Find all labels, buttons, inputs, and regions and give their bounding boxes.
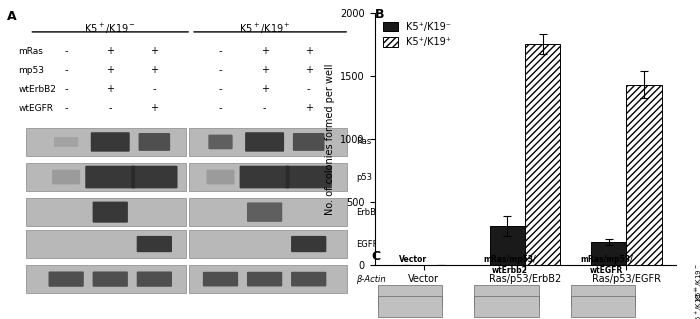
Text: -: - [218, 46, 223, 56]
Bar [591, 242, 626, 265]
FancyBboxPatch shape [54, 137, 78, 147]
Text: -: - [153, 84, 156, 94]
Text: K5$^+$/K19$^-$: K5$^+$/K19$^-$ [84, 22, 136, 36]
FancyBboxPatch shape [48, 271, 84, 287]
FancyBboxPatch shape [189, 265, 347, 293]
Text: +: + [150, 65, 158, 75]
FancyBboxPatch shape [131, 166, 178, 188]
Text: mRas/mp53/
wtErbb2: mRas/mp53/ wtErbb2 [484, 255, 536, 275]
Text: +: + [106, 65, 114, 75]
Text: β-Actin: β-Actin [356, 275, 386, 284]
FancyBboxPatch shape [239, 166, 290, 188]
FancyBboxPatch shape [247, 203, 282, 222]
FancyBboxPatch shape [291, 272, 326, 286]
Text: EGFR: EGFR [356, 240, 379, 249]
Text: -: - [218, 84, 223, 94]
FancyBboxPatch shape [85, 166, 135, 188]
Text: -: - [108, 103, 112, 114]
Text: B: B [374, 8, 384, 21]
FancyBboxPatch shape [52, 170, 80, 184]
FancyBboxPatch shape [189, 230, 347, 258]
Bar [626, 85, 662, 265]
Text: +: + [304, 65, 313, 75]
Text: K5$^+$/K19$^+$: K5$^+$/K19$^+$ [239, 22, 290, 36]
FancyBboxPatch shape [139, 133, 170, 151]
FancyBboxPatch shape [571, 285, 636, 306]
FancyBboxPatch shape [378, 296, 442, 317]
FancyBboxPatch shape [203, 272, 238, 286]
Text: K5$^+$/K19$^-$: K5$^+$/K19$^-$ [693, 263, 700, 301]
Text: -: - [64, 84, 68, 94]
FancyBboxPatch shape [378, 285, 442, 306]
FancyBboxPatch shape [26, 128, 186, 156]
Text: +: + [304, 103, 313, 114]
Text: wtErbB2: wtErbB2 [18, 85, 56, 94]
FancyBboxPatch shape [189, 163, 347, 191]
Text: +: + [304, 46, 313, 56]
Text: Ras: Ras [356, 137, 372, 146]
FancyBboxPatch shape [26, 265, 186, 293]
Text: -: - [64, 46, 68, 56]
Text: K5$^+$/K19$^+$: K5$^+$/K19$^+$ [693, 287, 700, 319]
Text: Vector: Vector [399, 255, 427, 264]
Text: mp53: mp53 [18, 66, 44, 75]
Bar [525, 44, 561, 265]
Text: +: + [260, 65, 269, 75]
FancyBboxPatch shape [26, 198, 186, 226]
FancyBboxPatch shape [475, 285, 539, 306]
FancyBboxPatch shape [92, 202, 128, 223]
Legend: K5⁺/K19⁻, K5⁺/K19⁺: K5⁺/K19⁻, K5⁺/K19⁺ [379, 18, 454, 51]
FancyBboxPatch shape [92, 271, 128, 287]
FancyBboxPatch shape [571, 296, 636, 317]
Text: +: + [150, 103, 158, 114]
Text: wtEGFR: wtEGFR [18, 104, 53, 113]
FancyBboxPatch shape [245, 132, 284, 152]
FancyBboxPatch shape [291, 236, 326, 252]
Text: -: - [64, 65, 68, 75]
FancyBboxPatch shape [136, 271, 172, 287]
Text: -: - [218, 103, 223, 114]
FancyBboxPatch shape [26, 230, 186, 258]
Text: -: - [64, 103, 68, 114]
Text: +: + [150, 46, 158, 56]
FancyBboxPatch shape [209, 135, 232, 149]
Text: -: - [218, 65, 223, 75]
FancyBboxPatch shape [26, 163, 186, 191]
Text: mRas/mp53/
wtEGFR: mRas/mp53/ wtEGFR [580, 255, 633, 275]
FancyBboxPatch shape [247, 272, 282, 286]
Text: +: + [260, 84, 269, 94]
FancyBboxPatch shape [206, 170, 235, 184]
FancyBboxPatch shape [91, 132, 130, 152]
Text: -: - [262, 103, 266, 114]
Text: mRas: mRas [18, 47, 43, 56]
Text: C: C [371, 250, 380, 263]
Text: +: + [260, 46, 269, 56]
FancyBboxPatch shape [286, 166, 332, 188]
FancyBboxPatch shape [189, 198, 347, 226]
Y-axis label: No. of colonies formed per well: No. of colonies formed per well [325, 63, 335, 214]
Text: p53: p53 [356, 173, 372, 182]
Text: +: + [106, 84, 114, 94]
FancyBboxPatch shape [189, 128, 347, 156]
Text: -: - [307, 84, 311, 94]
Bar [489, 226, 525, 265]
FancyBboxPatch shape [136, 236, 172, 252]
FancyBboxPatch shape [293, 133, 325, 151]
FancyBboxPatch shape [475, 296, 539, 317]
Text: ErbB2: ErbB2 [356, 208, 382, 217]
Text: +: + [106, 46, 114, 56]
Text: A: A [7, 10, 17, 23]
